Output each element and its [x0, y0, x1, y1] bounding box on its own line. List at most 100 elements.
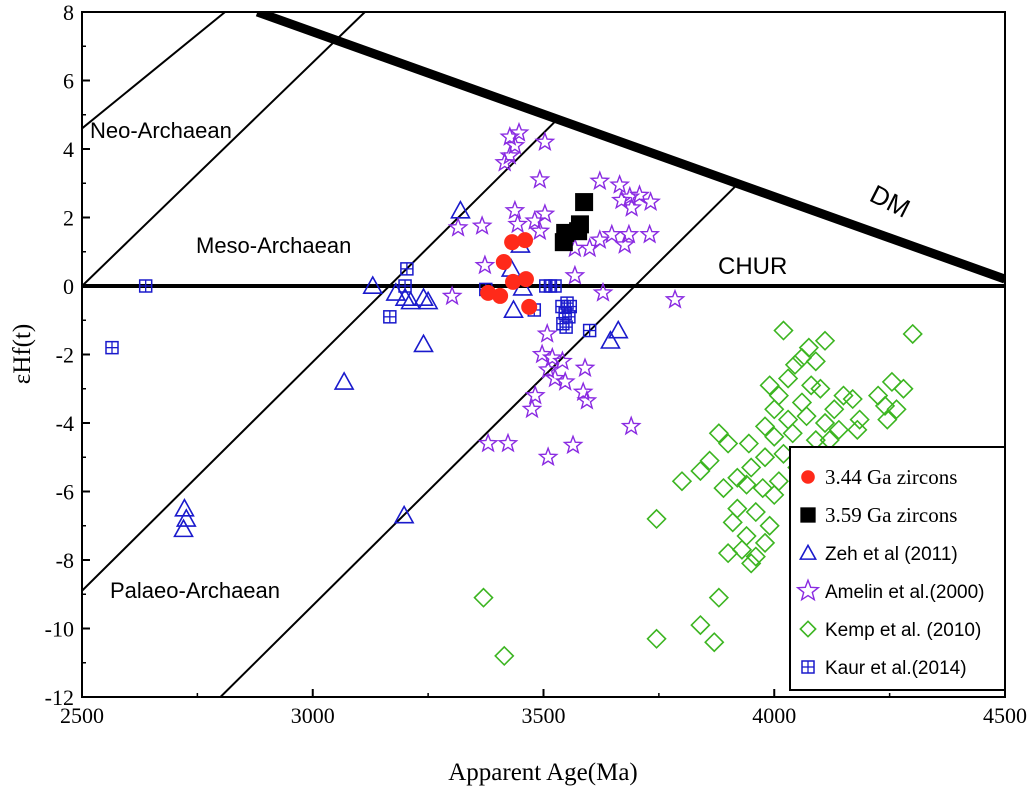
point-star — [619, 185, 641, 206]
point-circle — [521, 298, 538, 315]
point-boxplus — [383, 310, 397, 324]
point-star — [499, 125, 521, 146]
point-diamond — [738, 433, 759, 454]
point-star — [497, 432, 519, 453]
legend-label: Zeh et al (2011) — [825, 544, 958, 565]
point-diamond — [805, 351, 826, 372]
point-star — [564, 264, 586, 285]
point-triangle — [333, 371, 355, 390]
point-star — [562, 434, 584, 455]
point-triangle — [413, 287, 434, 306]
point-triangle — [413, 333, 434, 353]
annotation-meso-archaean: Meso-Archaean — [196, 233, 351, 258]
point-star — [552, 350, 573, 371]
point-star — [589, 170, 611, 191]
point-diamond — [752, 477, 773, 499]
point-circle — [505, 273, 522, 290]
point-diamond — [759, 515, 780, 536]
point-star — [504, 134, 526, 155]
point-diamond — [828, 419, 849, 440]
point-diamond — [717, 543, 739, 564]
point-diamond — [646, 628, 667, 649]
point-diamond — [814, 412, 836, 434]
legend-label: Kemp et al. (2010) — [825, 620, 981, 641]
point-boxplus — [105, 340, 119, 355]
point-diamond — [824, 399, 845, 420]
point-diamond — [741, 457, 762, 478]
point-star — [621, 196, 643, 217]
point-diamond — [782, 423, 803, 444]
point-diamond — [717, 433, 739, 454]
y-tick-label: -2 — [56, 343, 74, 368]
point-diamond — [801, 375, 822, 396]
point-square — [800, 507, 816, 523]
point-star — [531, 343, 553, 364]
x-tick-label: 4000 — [752, 703, 796, 728]
point-star — [521, 398, 543, 419]
point-diamond — [764, 399, 785, 420]
point-star — [536, 322, 558, 343]
legend-label: 3.44 Ga zircons — [825, 465, 957, 489]
y-tick-label: -12 — [45, 685, 74, 710]
point-diamond — [727, 467, 748, 488]
point-triangle — [385, 282, 407, 301]
point-diamond — [833, 385, 854, 406]
point-star — [494, 151, 516, 172]
point-star — [529, 168, 551, 189]
axis-ticks: 2500 3000 3500 4000 4500 8 6 4 2 0 -2 -4 -6 -8 -10 -12 — [45, 0, 1027, 728]
point-triangle — [450, 200, 471, 219]
point-diamond — [764, 484, 785, 506]
point-diamond — [699, 450, 720, 471]
point-diamond — [754, 447, 776, 468]
point-triangle — [503, 299, 524, 318]
legend-label: 3.59 Ga zircons — [825, 503, 957, 527]
point-star — [537, 446, 559, 467]
legend-label: Kaur et al.(2014) — [825, 658, 967, 679]
point-triangle — [174, 497, 195, 517]
point-circle — [504, 234, 521, 251]
reference-lines — [82, 12, 1005, 697]
annotation-neo-archaean: Neo-Archaean — [90, 118, 232, 143]
point-diamond — [877, 409, 898, 430]
point-star — [639, 223, 661, 244]
point-star — [537, 358, 559, 379]
point-diamond — [799, 620, 817, 638]
point-diamond — [745, 546, 766, 567]
point-star — [477, 432, 499, 453]
point-diamond — [759, 375, 780, 396]
point-star — [441, 285, 463, 306]
reference-line-line-1 — [82, 12, 226, 130]
point-star — [592, 281, 614, 302]
legend: 3.44 Ga zircons 3.59 Ga zircons Zeh et al … — [789, 446, 1006, 691]
point-star — [576, 389, 598, 410]
point-boxplus — [555, 299, 569, 314]
point-star — [618, 223, 640, 244]
point-diamond — [494, 645, 515, 667]
point-star — [664, 288, 686, 309]
point-diamond — [893, 378, 914, 399]
reference-line-line-4 — [219, 185, 736, 697]
point-diamond — [754, 416, 776, 437]
y-tick-label: -4 — [56, 411, 74, 436]
point-star — [574, 357, 596, 378]
point-diamond — [849, 409, 870, 430]
x-tick-label: 3500 — [522, 703, 566, 728]
annotation-palaeo-archaean: Palaeo-Archaean — [110, 578, 280, 603]
point-square — [575, 193, 594, 212]
y-tick-label: 2 — [63, 206, 74, 231]
point-star — [471, 215, 493, 235]
point-star — [534, 203, 556, 224]
point-star — [544, 367, 566, 388]
point-triangle — [400, 290, 421, 310]
x-tick-label: 2500 — [60, 703, 104, 728]
point-diamond — [902, 323, 923, 345]
point-star — [524, 384, 546, 405]
reference-line-dm — [255, 12, 1005, 284]
point-star — [541, 346, 563, 367]
x-axis-label: Apparent Age(Ma) — [448, 759, 638, 786]
point-diamond — [708, 587, 730, 608]
y-tick-label: 4 — [63, 137, 74, 162]
point-star — [529, 220, 551, 241]
point-diamond — [867, 385, 889, 406]
point-star — [508, 121, 530, 142]
